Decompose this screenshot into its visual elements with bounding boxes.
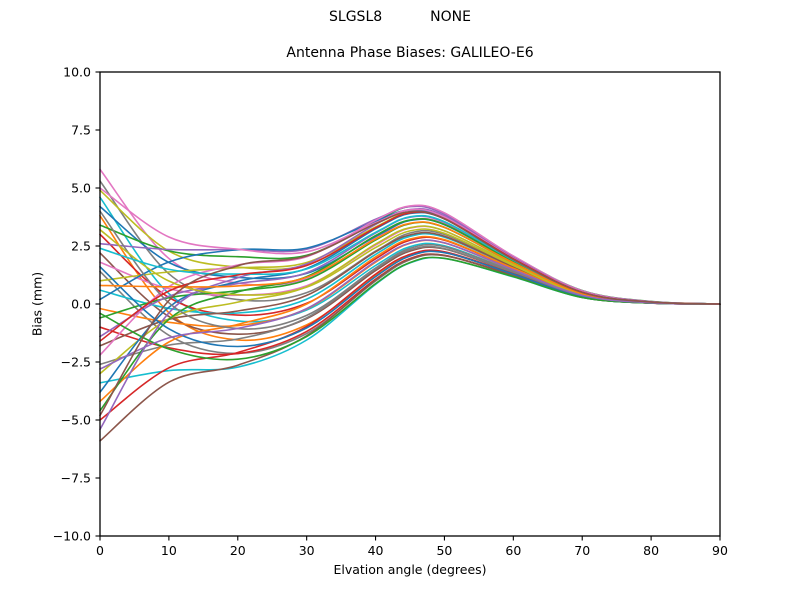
y-tick-label: 7.5 [71,123,91,138]
y-axis-label: Bias (mm) [29,271,45,337]
x-tick-label: 40 [368,543,384,558]
y-tick-label: −10.0 [53,529,91,544]
x-tick-label: 30 [299,543,315,558]
series-line-sat-37 [99,256,721,361]
y-tick-label: −5.0 [61,413,91,428]
x-tick-label: 50 [436,543,452,558]
y-tick-label: 10.0 [63,65,91,80]
y-tick-label: −2.5 [61,355,91,370]
y-tick-label: 0.0 [71,297,91,312]
series-line-sat-11 [99,225,721,305]
x-tick-label: 70 [574,543,590,558]
suptitle-right-text: NONE [430,9,471,25]
y-tick-label: 5.0 [71,181,91,196]
x-tick-label: 90 [712,543,728,558]
y-tick-label: 2.5 [71,239,91,254]
x-axis-label: Elvation angle (degrees) [333,562,487,577]
x-tick-label: 60 [505,543,521,558]
x-tick-label: 80 [643,543,659,558]
series-line-sat-40 [99,210,721,417]
x-tick-label: 20 [230,543,246,558]
suptitle: SLGSL8 NONE [0,9,800,25]
y-tick-label: −7.5 [61,471,91,486]
chart-title: Antenna Phase Biases: GALILEO-E6 [286,45,534,61]
suptitle-left-text: SLGSL8 [329,9,383,25]
series-line-sat-39 [99,239,721,370]
x-tick-label: 0 [96,543,104,558]
series-line-sat-24 [99,256,721,384]
x-tick-label: 10 [161,543,177,558]
